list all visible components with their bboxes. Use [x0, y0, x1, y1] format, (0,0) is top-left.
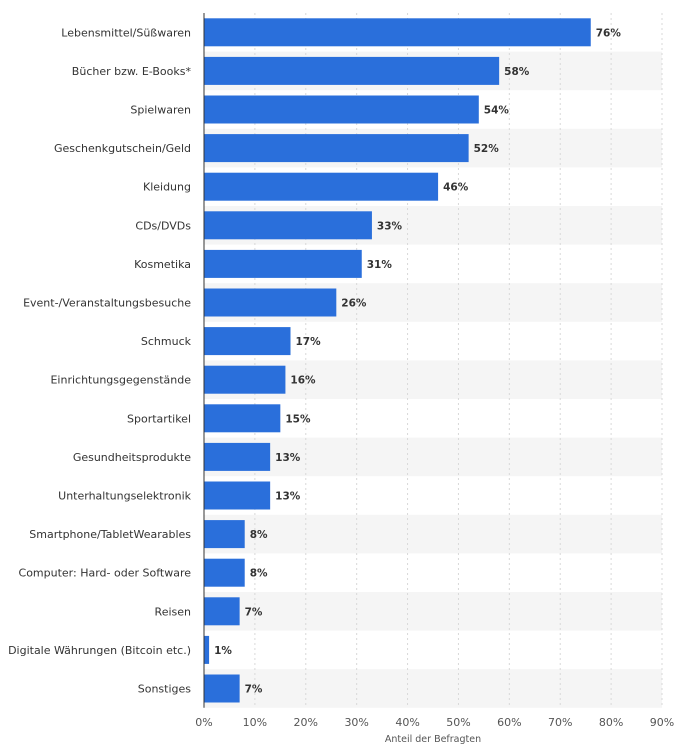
x-tick-label: 60% [497, 716, 521, 729]
category-label: Smartphone/TabletWearables [29, 528, 191, 541]
category-label: Digitale Währungen (Bitcoin etc.) [8, 644, 191, 657]
x-tick-label-layer: 0% 10% 20% 30% 40% 50% 60% 70% 80% 90% [195, 716, 674, 729]
x-tick-label: 80% [599, 716, 623, 729]
category-label: Computer: Hard- oder Software [19, 567, 192, 580]
x-tick-label: 0% [195, 716, 212, 729]
value-label: 46% [443, 182, 469, 194]
bar [204, 404, 281, 433]
category-label: Geschenkgutschein/Geld [54, 142, 191, 155]
value-label: 31% [367, 259, 393, 271]
category-label: Reisen [155, 605, 191, 618]
value-label: 26% [341, 298, 367, 310]
x-tick-label: 10% [243, 716, 267, 729]
bar [204, 481, 271, 510]
bar [204, 520, 245, 549]
value-label: 15% [285, 413, 311, 425]
bar [204, 249, 362, 278]
bar [204, 172, 439, 201]
bar [204, 211, 372, 240]
bar [204, 95, 479, 124]
x-tick-label: 70% [548, 716, 572, 729]
category-label: Kleidung [143, 181, 191, 194]
category-label: Bücher bzw. E-Books* [72, 65, 192, 78]
category-label: Sonstiges [138, 683, 192, 696]
x-axis-title: Anteil der Befragten [385, 734, 481, 745]
value-label: 8% [250, 568, 268, 580]
category-label: Event-/Veranstaltungsbesuche [23, 297, 191, 310]
bar [204, 288, 337, 317]
category-label: CDs/DVDs [135, 219, 191, 232]
category-label: Lebensmittel/Süßwaren [61, 26, 191, 39]
category-label-layer: Lebensmittel/Süßwaren Bücher bzw. E-Books… [8, 26, 192, 695]
value-label: 76% [596, 27, 622, 39]
x-tick-label: 50% [446, 716, 470, 729]
category-label: Kosmetika [134, 258, 191, 271]
value-label: 1% [214, 645, 232, 657]
value-label: 16% [290, 375, 316, 387]
value-label: 17% [296, 336, 322, 348]
x-tick-label: 20% [294, 716, 318, 729]
bar [204, 327, 291, 356]
bar [204, 134, 469, 163]
category-label: Einrichtungsgegenstände [50, 374, 191, 387]
category-label: Unterhaltungselektronik [58, 490, 191, 503]
bar [204, 442, 271, 471]
value-label: 58% [504, 66, 530, 78]
category-label: Gesundheitsprodukte [73, 451, 191, 464]
x-tick-label: 90% [650, 716, 674, 729]
row-shade [204, 437, 662, 477]
bar [204, 635, 210, 664]
value-label: 13% [275, 452, 301, 464]
bar [204, 365, 286, 394]
x-tick-label: 30% [344, 716, 368, 729]
x-tick-label: 40% [395, 716, 419, 729]
value-label: 7% [245, 684, 263, 696]
bar [204, 558, 245, 587]
value-label: 8% [250, 529, 268, 541]
category-label: Schmuck [141, 335, 192, 348]
value-label: 13% [275, 491, 301, 503]
bar-layer [204, 18, 591, 703]
value-label: 7% [245, 606, 263, 618]
row-shade [204, 592, 662, 631]
gridline-layer [254, 13, 663, 708]
value-label-layer: 76% 58% 54% 52% 46% 33% 31% 26% 17% 16% 15% 13% 13% 8… [214, 27, 621, 695]
category-label: Spielwaren [130, 104, 191, 117]
category-label: Sportartikel [127, 412, 191, 425]
value-label: 54% [484, 105, 510, 117]
bar [204, 18, 591, 47]
row-shade [204, 514, 662, 554]
value-label: 52% [474, 143, 500, 155]
bar [204, 597, 240, 626]
row-shade [204, 669, 662, 708]
bar [204, 674, 240, 703]
bar [204, 56, 500, 85]
value-label: 33% [377, 220, 403, 232]
